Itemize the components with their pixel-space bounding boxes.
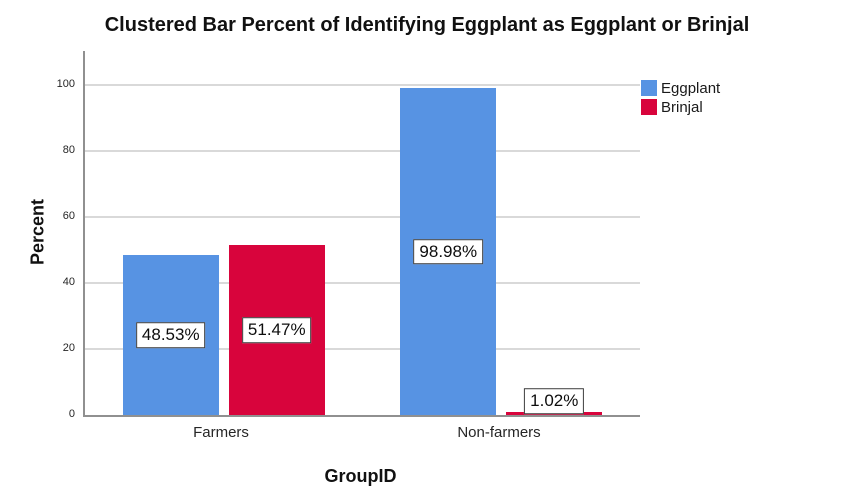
data-label-farmers-eggplant: 48.53% <box>135 322 206 348</box>
x-tick-non-farmers: Non-farmers <box>457 424 541 441</box>
legend-label: Brinjal <box>661 98 703 116</box>
y-tick-label-40: 40 <box>62 276 75 288</box>
gridline-40 <box>85 282 640 284</box>
chart-title: Clustered Bar Percent of Identifying Egg… <box>104 14 750 36</box>
gridline-80 <box>85 150 640 152</box>
y-tick-label-20: 20 <box>62 342 75 354</box>
gridline-100 <box>85 84 640 86</box>
y-tick-label-100: 100 <box>56 78 75 90</box>
eggplant-swatch-icon <box>641 80 657 96</box>
data-label-non-farmers-eggplant: 98.98% <box>413 238 484 265</box>
gridline-60 <box>85 216 640 218</box>
legend-item-brinjal: Brinjal <box>641 98 720 116</box>
data-label-farmers-brinjal: 51.47% <box>241 317 312 343</box>
legend-item-eggplant: Eggplant <box>641 79 720 97</box>
legend-label: Eggplant <box>661 79 721 97</box>
y-tick-label-80: 80 <box>62 144 75 156</box>
plot-area: 48.53% 51.47% 98.98% 1.02% <box>83 51 640 417</box>
brinjal-swatch-icon <box>641 99 657 115</box>
data-label-non-farmers-brinjal: 1.02% <box>524 388 585 414</box>
x-axis-title: GroupID <box>324 466 397 486</box>
y-axis-title: Percent <box>27 198 48 266</box>
y-tick-label-0: 0 <box>68 408 75 420</box>
gridline-20 <box>85 348 640 350</box>
legend: Eggplant Brinjal <box>641 79 720 117</box>
x-tick-farmers: Farmers <box>193 424 249 441</box>
y-tick-label-60: 60 <box>62 210 75 222</box>
